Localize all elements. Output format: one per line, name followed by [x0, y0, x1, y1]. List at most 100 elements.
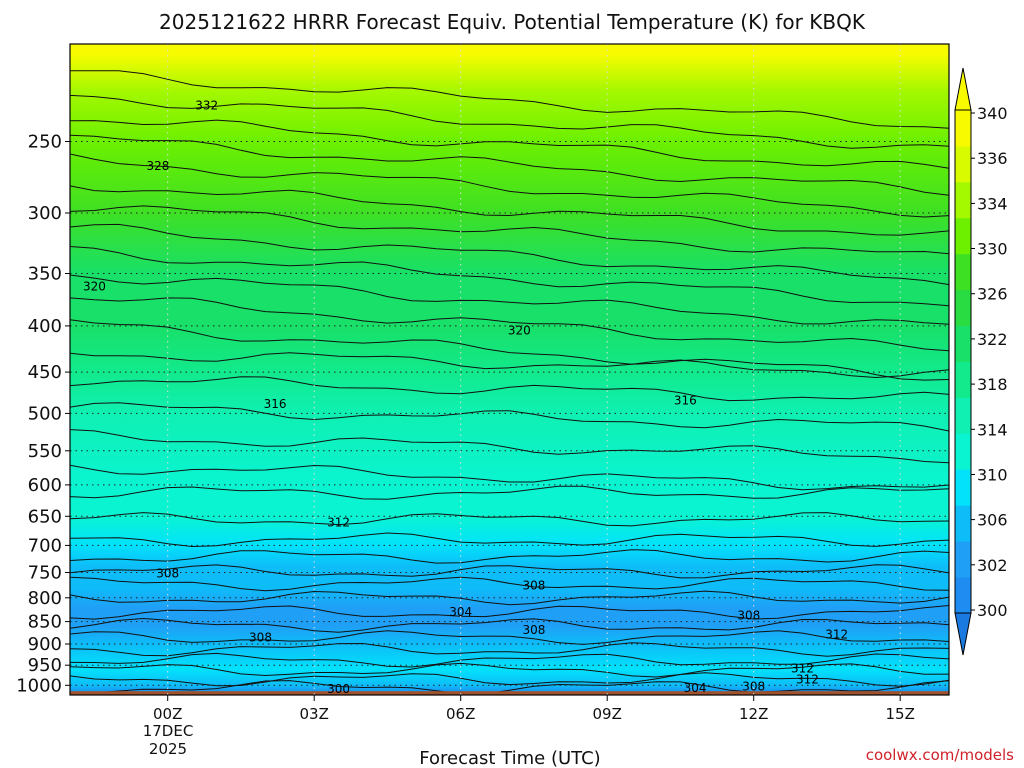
colorbar-extend-low: [954, 612, 972, 656]
colorbar-tick-label: 340: [977, 104, 1008, 123]
contour-line: [70, 564, 949, 579]
ground-fill: [70, 691, 949, 695]
contour-line: [70, 630, 949, 645]
contour-line: [70, 352, 949, 379]
colorbar-segment: [955, 145, 971, 183]
colorbar-segment: [955, 253, 971, 291]
y-tick-label: 500: [28, 403, 62, 424]
colorbar-segment: [955, 217, 971, 255]
colorbar-tick-label: 300: [977, 601, 1008, 620]
contour-line: [70, 617, 949, 633]
colorbar-tick-label: 322: [977, 330, 1008, 349]
colorbar-tick-label: 310: [977, 466, 1008, 485]
x-date-day: 17DEC: [143, 722, 194, 740]
colorbar-segment: [955, 433, 971, 470]
contour-line: [70, 532, 949, 548]
contour-label: 332: [195, 98, 218, 112]
contour-line: [70, 672, 949, 687]
contour-line: [70, 485, 949, 500]
colorbar-segment: [955, 577, 971, 614]
grid-lines: [70, 44, 949, 695]
contour-line: [70, 70, 949, 129]
y-tick-label: 750: [28, 563, 62, 584]
colorbar-segment: [955, 181, 971, 219]
contour-line: [70, 376, 949, 402]
contour-line: [70, 642, 949, 657]
contour-label: 320: [83, 280, 106, 294]
contour-label: 312: [327, 515, 350, 529]
y-tick-label: 1000: [16, 675, 62, 696]
theta-e-field: [70, 44, 949, 695]
contour-line: [70, 429, 949, 464]
contour-label: 304: [449, 605, 472, 619]
x-tick-label: 15Z: [886, 705, 915, 723]
contour-line: [70, 205, 949, 255]
contour-line: [70, 185, 949, 236]
contour-line: [70, 652, 949, 668]
colorbar-tick-label: 330: [977, 240, 1008, 259]
y-tick-label: 450: [28, 362, 62, 383]
colorbar-segment: [955, 541, 971, 578]
credit-link[interactable]: coolwx.com/models: [866, 746, 1014, 764]
colorbar-segment: [955, 289, 971, 326]
contour-label: 308: [522, 623, 545, 637]
colorbar-segment: [955, 397, 971, 434]
y-tick-label: 650: [28, 506, 62, 527]
colorbar-tick-label: 336: [977, 149, 1008, 168]
contour-line: [70, 153, 949, 218]
contour-label: 308: [156, 567, 179, 581]
x-tick-label: 09Z: [593, 705, 622, 723]
contour-label: 300: [327, 682, 350, 696]
y-tick-label: 950: [28, 655, 62, 676]
y-tick-label: 350: [28, 264, 62, 285]
x-axis-label: Forecast Time (UTC): [419, 748, 600, 768]
contour-label: 308: [249, 630, 272, 644]
x-date-year: 2025: [149, 740, 187, 758]
contour-line: [70, 119, 949, 169]
y-tick-label: 700: [28, 535, 62, 556]
contour-line: [70, 246, 949, 307]
contour-label: 304: [684, 681, 707, 695]
x-tick-label: 00Z: [153, 705, 182, 723]
colorbar-segment: [955, 361, 971, 398]
contour-label: 316: [264, 397, 287, 411]
contour-line: [70, 680, 949, 695]
y-tick-label: 600: [28, 475, 62, 496]
contour-line: [70, 576, 949, 592]
colorbar-tick-label: 314: [977, 420, 1008, 439]
contour-line: [70, 590, 949, 606]
contour-label: 316: [674, 394, 697, 408]
x-tick-label: 03Z: [300, 705, 329, 723]
contour-label: 312: [796, 672, 819, 686]
y-tick-label: 900: [28, 634, 62, 655]
contour-line: [70, 274, 949, 325]
colorbar-tick-label: 334: [977, 194, 1008, 213]
colorbar-segment: [955, 505, 971, 542]
plot-frame: [69, 43, 950, 696]
contour-line: [70, 662, 949, 678]
contour-line: [70, 402, 949, 432]
plot-area: 332 328 320 320 316 316 312 308 308 304 308 308 308 3…: [70, 44, 949, 696]
x-tick-label: 06Z: [446, 705, 475, 723]
contour-label: 312: [791, 662, 814, 676]
contour-lines: [70, 70, 949, 695]
contour-line: [70, 464, 949, 491]
contour-labels: 332 328 320 320 316 316 312 308 308 304 308 308 308 3…: [83, 98, 848, 696]
contour-label: 308: [737, 609, 760, 623]
colorbar: 300 302 306 310 314 318 322 326 330 334 336 340: [954, 67, 1008, 656]
contour-line: [70, 134, 949, 196]
contour-label: 328: [146, 159, 169, 173]
y-tick-label: 800: [28, 588, 62, 609]
colorbar-extend-high: [954, 67, 972, 111]
colorbar-frame: [954, 109, 972, 614]
y-tick-label: 400: [28, 316, 62, 337]
contour-label: 308: [522, 578, 545, 592]
contour-line: [70, 549, 949, 564]
contour-line: [70, 605, 949, 620]
y-tick-label: 250: [28, 132, 62, 153]
contour-label: 320: [508, 324, 531, 338]
colorbar-tick-label: 302: [977, 556, 1008, 575]
colorbar-segment: [955, 469, 971, 506]
colorbar-segment: [955, 325, 971, 362]
